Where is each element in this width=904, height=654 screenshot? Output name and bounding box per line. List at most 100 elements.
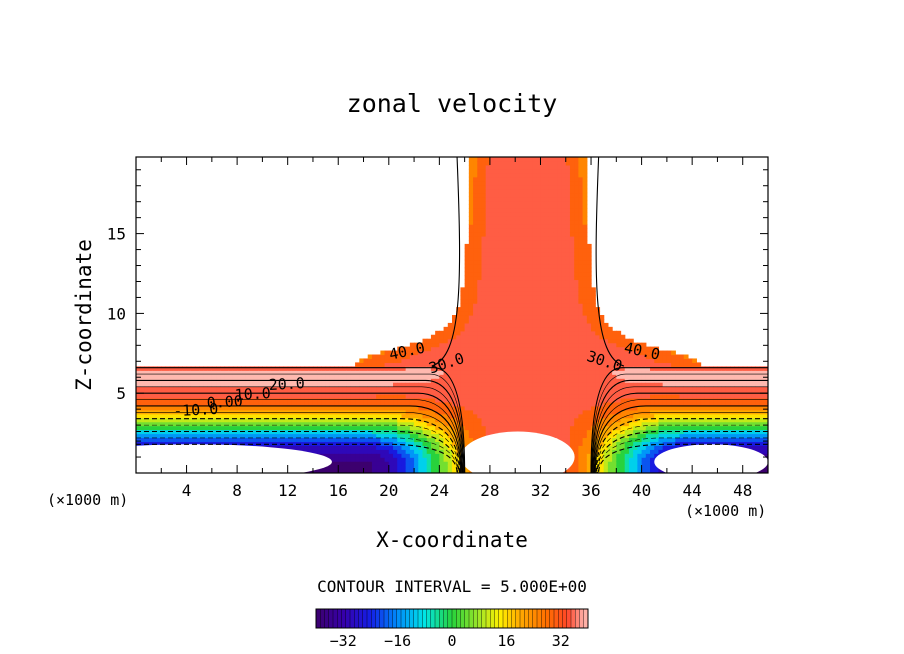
field-cell [456, 358, 462, 363]
field-cell [578, 180, 584, 186]
field-cell [561, 208, 567, 213]
field-cell [536, 311, 542, 316]
field-cell [371, 405, 377, 411]
field-cell [591, 287, 596, 292]
field-cell [325, 417, 331, 423]
field-cell [506, 164, 512, 170]
field-cell [540, 374, 546, 379]
field-cell [194, 417, 200, 423]
field-cell [169, 382, 175, 387]
field-cell [620, 397, 626, 403]
field-cell [249, 382, 255, 387]
field-cell [397, 394, 403, 399]
field-cell [612, 370, 617, 375]
field-cell [569, 405, 575, 411]
field-cell [481, 382, 487, 387]
field-cell [211, 425, 217, 431]
field-cell [384, 465, 390, 470]
field-cell [561, 279, 567, 284]
field-cell [578, 425, 584, 431]
field-cell [388, 425, 394, 431]
field-cell [515, 299, 521, 304]
field-cell [498, 374, 504, 379]
field-cell [548, 239, 554, 245]
field-cell [152, 437, 158, 442]
field-cell [540, 386, 546, 391]
field-cell [565, 382, 571, 387]
field-cell [468, 200, 474, 205]
field-cell [586, 318, 592, 324]
field-cell [355, 362, 360, 367]
field-cell [532, 200, 537, 205]
field-cell [232, 386, 238, 391]
field-cell [477, 212, 483, 217]
field-cell [350, 421, 356, 427]
field-cell [136, 386, 141, 391]
field-cell [489, 370, 495, 375]
field-cell [249, 394, 255, 399]
field-cell [498, 303, 504, 308]
field-cell [426, 354, 432, 360]
field-cell [502, 350, 508, 356]
field-cell [620, 437, 626, 442]
field-cell [414, 421, 419, 427]
field-cell [456, 346, 462, 352]
field-cell [582, 172, 588, 178]
field-cell [582, 247, 588, 253]
field-cell [519, 374, 525, 379]
field-cell [207, 413, 213, 419]
field-cell [148, 397, 154, 403]
field-cell [439, 354, 445, 360]
field-cell [565, 291, 571, 296]
field-cell [405, 457, 411, 462]
field-cell [430, 437, 436, 442]
field-cell [620, 374, 626, 379]
field-cell [439, 358, 445, 363]
field-cell [527, 338, 533, 344]
field-cell [569, 465, 575, 470]
field-cell [494, 394, 499, 399]
field-cell [561, 366, 567, 371]
field-cell [211, 437, 217, 442]
field-cell [569, 192, 575, 198]
field-cell [561, 295, 567, 300]
field-cell [452, 362, 457, 367]
field-cell [578, 283, 584, 288]
field-cell [616, 342, 622, 348]
field-cell [241, 417, 247, 423]
field-cell [464, 386, 470, 391]
field-cell [300, 397, 306, 403]
field-cell [489, 378, 495, 383]
field-cell [237, 397, 242, 403]
field-cell [536, 220, 542, 225]
field-cell [561, 224, 567, 229]
field-cell [169, 405, 175, 411]
field-cell [561, 397, 567, 403]
field-cell [216, 401, 221, 407]
field-cell [422, 453, 428, 458]
field-cell [527, 184, 533, 190]
field-cell [523, 267, 529, 273]
field-cell [435, 425, 440, 431]
field-cell [599, 449, 605, 454]
field-cell [401, 362, 407, 367]
field-cell [477, 247, 483, 253]
field-cell [494, 251, 499, 257]
field-cell [565, 184, 571, 190]
field-cell [519, 370, 525, 375]
field-cell [485, 330, 491, 336]
field-cell [249, 417, 255, 423]
field-cell [612, 465, 617, 470]
field-cell [536, 216, 542, 221]
field-cell [249, 401, 255, 407]
field-cell [367, 453, 373, 458]
field-cell [296, 390, 301, 395]
field-cell [157, 397, 162, 403]
field-cell [624, 457, 630, 462]
field-cell [249, 390, 255, 395]
field-cell [165, 366, 171, 371]
field-cell [435, 330, 440, 336]
field-cell [553, 275, 558, 281]
field-cell [144, 386, 150, 391]
field-cell [515, 157, 521, 162]
